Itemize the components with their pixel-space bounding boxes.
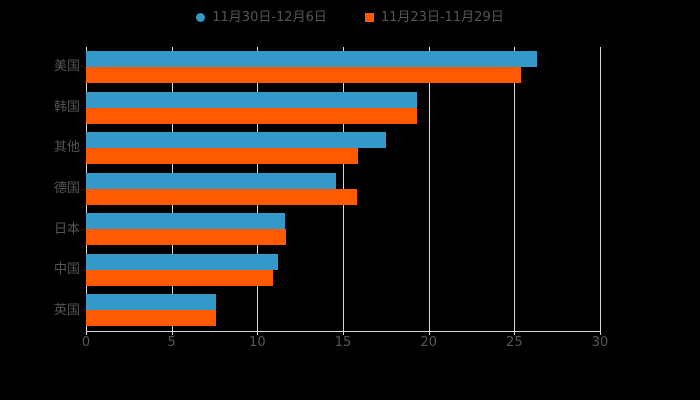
bar-group [86, 209, 600, 250]
bar-series-0[interactable] [86, 253, 278, 270]
bar-series-0[interactable] [86, 294, 217, 311]
bar-series-1[interactable] [86, 310, 217, 327]
x-axis-tick-label: 20 [420, 335, 437, 350]
legend-square-icon [364, 12, 374, 22]
category-label: 中国 [53, 262, 80, 278]
bar-group [86, 88, 600, 129]
category-label: 日本 [53, 221, 80, 237]
legend-label-series-0: 11月30日-12月6日 [212, 9, 327, 25]
x-axis-tick-label: 30 [591, 335, 609, 350]
bar-series-1[interactable] [86, 148, 359, 165]
category-label: 英国 [53, 302, 80, 318]
x-axis-tick-mark [257, 331, 259, 335]
x-axis-tick-mark [343, 331, 344, 335]
x-axis-tick-mark [86, 331, 87, 335]
category-label: 其他 [53, 140, 80, 156]
bar-series-1[interactable] [86, 229, 287, 246]
bar-series-0[interactable] [86, 213, 285, 230]
bar-series-0[interactable] [86, 172, 337, 189]
x-axis-tick-mark [171, 331, 173, 335]
bar-series-0[interactable] [86, 132, 386, 149]
bar-group [86, 128, 600, 169]
legend-circle-icon [196, 12, 206, 22]
category-label: 美国 [53, 59, 80, 75]
x-axis-tick-mark [428, 331, 430, 335]
y-axis-category-labels: 美国韩国其他德国日本中国英国 [6, 47, 80, 331]
bar-series-1[interactable] [86, 107, 417, 124]
chart-legend: 11月30日-12月6日 11月23日-11月29日 [0, 4, 700, 30]
bar-group [86, 169, 600, 210]
legend-item-series-1[interactable]: 11月23日-11月29日 [364, 9, 504, 25]
x-axis-tick-label: 15 [334, 335, 352, 350]
gridline [428, 47, 430, 331]
bar-series-1[interactable] [86, 188, 357, 205]
bar-series-1[interactable] [86, 67, 522, 83]
x-axis-tick-label: 10 [249, 335, 266, 350]
category-label: 德国 [53, 181, 80, 196]
gridline [514, 47, 516, 331]
x-axis-tick-mark [600, 331, 601, 335]
bar-series-0[interactable] [86, 51, 537, 67]
bar-series-1[interactable] [86, 269, 273, 286]
legend-item-series-0[interactable]: 11月30日-12月6日 [196, 11, 327, 24]
gridline [600, 47, 601, 331]
x-axis-tick-label: 0 [81, 335, 91, 350]
bar-group [86, 290, 600, 331]
x-axis-tick-label: 5 [167, 335, 176, 350]
plot-area [86, 47, 601, 331]
bar-group [86, 47, 600, 88]
x-axis-tick-mark [514, 331, 516, 335]
category-label: 韩国 [53, 99, 80, 115]
x-axis-tick-label: 25 [506, 335, 523, 350]
bar-group [86, 250, 600, 291]
bar-series-0[interactable] [86, 91, 417, 108]
legend-label-series-1: 11月23日-11月29日 [380, 9, 504, 25]
